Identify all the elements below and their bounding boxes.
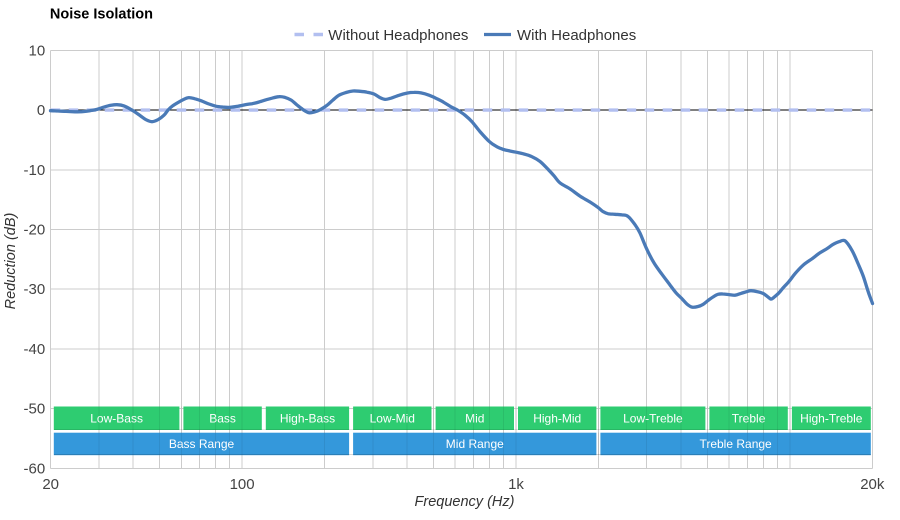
svg-text:Bass: Bass bbox=[209, 412, 236, 426]
svg-text:-10: -10 bbox=[24, 162, 46, 179]
svg-text:Low-Bass: Low-Bass bbox=[90, 412, 143, 426]
svg-text:10: 10 bbox=[29, 42, 46, 59]
svg-text:Mid: Mid bbox=[465, 412, 484, 426]
svg-text:Low-Treble: Low-Treble bbox=[623, 412, 683, 426]
svg-text:20k: 20k bbox=[860, 476, 885, 493]
svg-text:High-Mid: High-Mid bbox=[533, 412, 581, 426]
svg-text:-30: -30 bbox=[24, 281, 46, 298]
svg-text:100: 100 bbox=[230, 476, 255, 493]
svg-text:-20: -20 bbox=[24, 222, 46, 239]
svg-text:Treble Range: Treble Range bbox=[699, 437, 772, 451]
svg-text:1k: 1k bbox=[508, 476, 524, 493]
svg-text:20: 20 bbox=[42, 476, 59, 493]
svg-text:High-Treble: High-Treble bbox=[800, 412, 863, 426]
svg-text:Frequency (Hz): Frequency (Hz) bbox=[415, 494, 515, 510]
svg-text:With Headphones: With Headphones bbox=[517, 27, 636, 44]
svg-text:Bass Range: Bass Range bbox=[169, 437, 235, 451]
svg-text:Mid Range: Mid Range bbox=[446, 437, 504, 451]
svg-text:-60: -60 bbox=[24, 460, 46, 477]
svg-text:0: 0 bbox=[37, 102, 45, 119]
svg-text:-50: -50 bbox=[24, 401, 46, 418]
svg-text:-40: -40 bbox=[24, 341, 46, 358]
svg-text:Without Headphones: Without Headphones bbox=[328, 27, 468, 44]
svg-text:Treble: Treble bbox=[732, 412, 766, 426]
svg-text:Noise Isolation: Noise Isolation bbox=[50, 7, 153, 23]
svg-text:High-Bass: High-Bass bbox=[280, 412, 335, 426]
svg-text:Low-Mid: Low-Mid bbox=[370, 412, 415, 426]
svg-text:Reduction (dB): Reduction (dB) bbox=[3, 213, 19, 310]
